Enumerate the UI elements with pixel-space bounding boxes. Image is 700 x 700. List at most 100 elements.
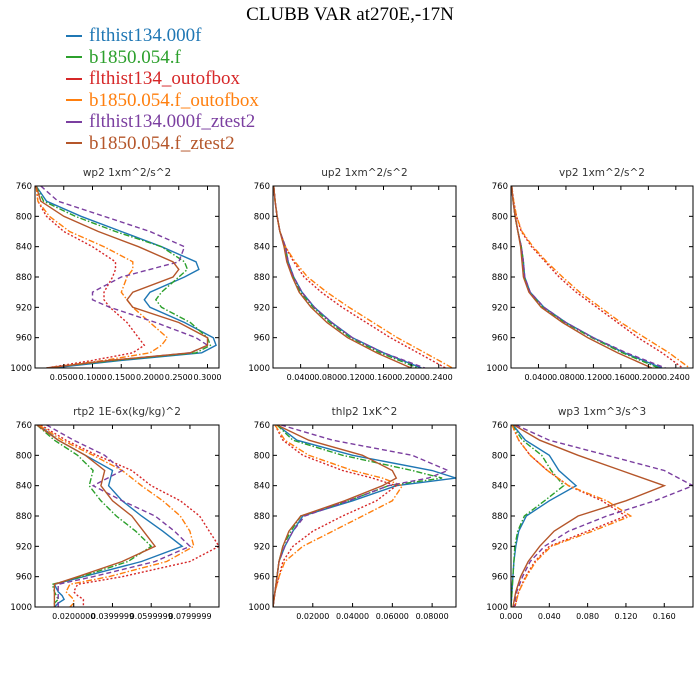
y-tick-label: 760 — [254, 182, 270, 192]
y-tick-label: 840 — [254, 482, 270, 492]
x-tick-label: 0.000 — [500, 612, 523, 621]
legend-label: flthist134.000f_ztest2 — [89, 111, 256, 133]
y-tick-label: 840 — [16, 482, 32, 492]
y-tick-label: 760 — [16, 421, 32, 431]
series-line — [273, 186, 446, 368]
series-line — [36, 425, 153, 607]
legend-label: b1850.054.f_ztest2 — [89, 132, 235, 154]
y-tick-label: 920 — [254, 542, 270, 552]
series-line — [511, 425, 628, 607]
series-line — [273, 425, 398, 607]
x-tick-label: 0.2000 — [397, 373, 425, 382]
legend-label: flthist134.000f — [89, 25, 202, 47]
x-tick-label: 0.06000 — [376, 612, 409, 621]
series-line — [511, 186, 663, 368]
legend-swatch — [66, 99, 82, 102]
y-tick-label: 880 — [254, 273, 270, 283]
x-tick-label: 0.0800 — [314, 373, 342, 382]
y-tick-label: 800 — [492, 212, 508, 222]
legend-swatch — [66, 142, 82, 145]
y-tick-label: 760 — [16, 182, 32, 192]
legend-item: flthist134.000f_ztest2 — [66, 111, 259, 133]
x-tick-label: 0.1200 — [579, 373, 607, 382]
series-line — [273, 425, 443, 607]
series-line — [38, 425, 195, 607]
y-tick-label: 800 — [254, 451, 270, 461]
legend-item: b1850.054.f_ztest2 — [66, 133, 259, 155]
series-line — [35, 186, 212, 368]
series-line — [273, 186, 426, 368]
series-line — [273, 425, 404, 607]
y-tick-label: 1000 — [248, 364, 270, 374]
y-tick-label: 920 — [492, 542, 508, 552]
x-tick-label: 0.0400 — [524, 373, 552, 382]
y-tick-label: 800 — [16, 212, 32, 222]
legend: flthist134.000f b1850.054.f flthist134_o… — [66, 25, 259, 154]
x-tick-label: 0.0800 — [552, 373, 580, 382]
x-tick-label: 0.2400 — [425, 373, 453, 382]
x-tick-label: 0.120 — [614, 612, 637, 621]
series-line — [273, 186, 412, 368]
series-line — [512, 425, 667, 607]
series-line — [273, 186, 419, 368]
x-tick-label: 0.02000 — [296, 612, 329, 621]
y-tick-label: 1000 — [486, 364, 508, 374]
series-line — [511, 186, 653, 368]
x-tick-label: 0.0500 — [50, 373, 78, 382]
panel-title: wp3 1xm^3/s^3 — [558, 406, 646, 418]
y-tick-label: 960 — [16, 573, 32, 583]
figure-title: CLUBB VAR at270E,-17N — [246, 4, 454, 25]
series-line — [35, 186, 146, 368]
y-tick-label: 840 — [254, 243, 270, 253]
x-tick-label: 0.040 — [538, 612, 561, 621]
series-line — [273, 425, 398, 607]
legend-label: b1850.054.f_outofbox — [89, 89, 259, 111]
series-line — [511, 186, 666, 368]
x-tick-label: 0.1600 — [607, 373, 635, 382]
legend-swatch — [66, 56, 82, 59]
y-tick-label: 960 — [254, 334, 270, 344]
y-tick-label: 840 — [16, 243, 32, 253]
x-tick-label: 0.0200000 — [52, 612, 95, 621]
series-line — [40, 425, 219, 607]
y-tick-label: 920 — [16, 542, 32, 552]
x-tick-label: 0.0799999 — [168, 612, 211, 621]
y-tick-label: 920 — [16, 303, 32, 313]
x-tick-label: 0.1000 — [79, 373, 107, 382]
x-tick-label: 0.0599999 — [130, 612, 173, 621]
series-line — [36, 425, 157, 607]
x-tick-label: 0.1200 — [342, 373, 370, 382]
x-tick-label: 0.2500 — [165, 373, 193, 382]
legend-swatch — [66, 34, 82, 37]
y-tick-label: 800 — [254, 212, 270, 222]
y-tick-label: 800 — [16, 451, 32, 461]
series-line — [513, 425, 693, 607]
y-tick-label: 760 — [492, 421, 508, 431]
y-tick-label: 880 — [492, 512, 508, 522]
legend-item: b1850.054.f — [66, 47, 259, 69]
series-line — [46, 425, 192, 607]
panel-title: thlp2 1xK^2 — [332, 406, 398, 418]
y-tick-label: 920 — [492, 303, 508, 313]
panel-title: wp2 1xm^2/s^2 — [83, 167, 171, 179]
series-line — [35, 186, 169, 368]
y-tick-label: 800 — [492, 451, 508, 461]
legend-swatch — [66, 77, 82, 80]
y-tick-label: 840 — [492, 482, 508, 492]
y-tick-label: 840 — [492, 243, 508, 253]
legend-item: flthist134.000f — [66, 25, 259, 47]
x-tick-label: 0.2000 — [136, 373, 164, 382]
y-tick-label: 1000 — [248, 603, 270, 613]
legend-label: b1850.054.f — [89, 46, 181, 68]
series-line — [40, 186, 209, 368]
legend-item: b1850.054.f_outofbox — [66, 90, 259, 112]
y-tick-label: 920 — [254, 303, 270, 313]
plot-frame — [272, 185, 457, 369]
y-tick-label: 1000 — [10, 364, 32, 374]
series-line — [511, 186, 691, 368]
x-tick-label: 0.160 — [653, 612, 676, 621]
y-tick-label: 960 — [254, 573, 270, 583]
y-tick-label: 1000 — [10, 603, 32, 613]
y-tick-label: 960 — [492, 573, 508, 583]
y-tick-label: 760 — [254, 421, 270, 431]
